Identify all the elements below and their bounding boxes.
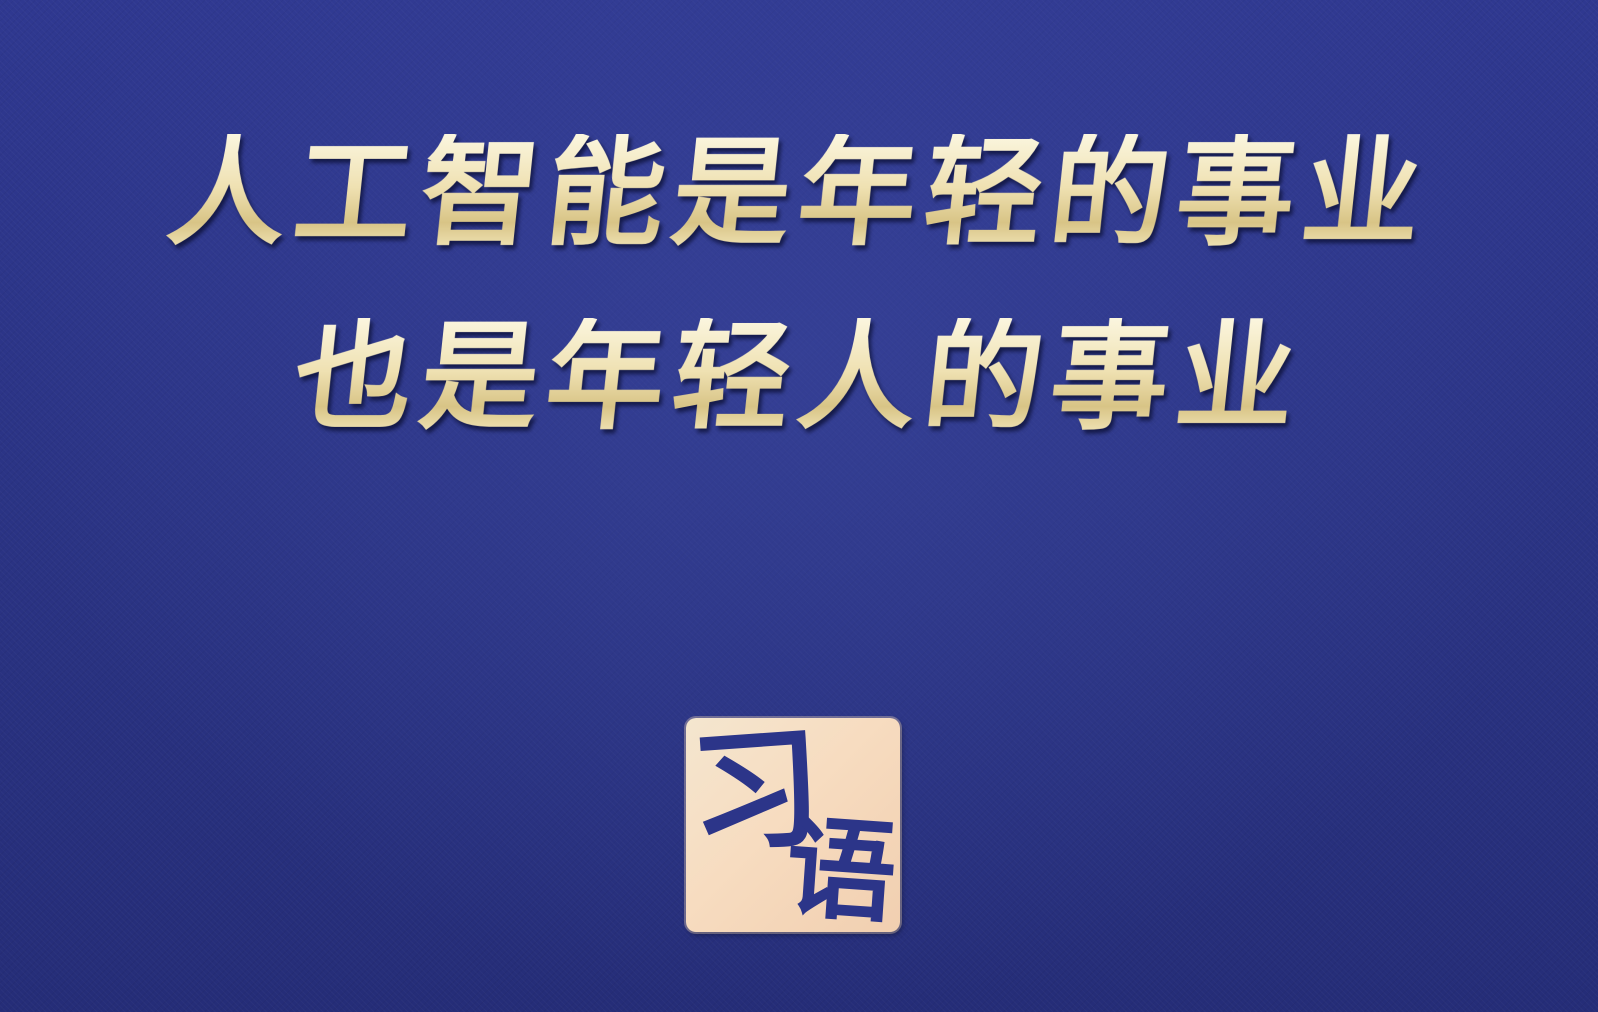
headline-line-2: 也是年轻人的事业 [0,307,1598,446]
seal-character-2: 语 [781,802,900,932]
headline-line-1: 人工智能是年轻的事业 [0,123,1598,262]
seal-stamp: 习 语 [686,718,900,932]
